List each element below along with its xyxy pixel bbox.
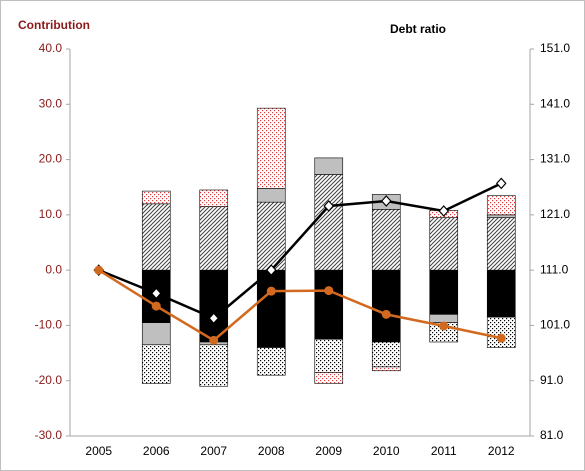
line-marker bbox=[209, 335, 219, 345]
line-marker bbox=[438, 205, 450, 217]
y-tick-label: -10.0 bbox=[35, 318, 63, 332]
line-marker bbox=[496, 333, 506, 343]
bar-segment bbox=[429, 217, 459, 271]
bar-segment bbox=[314, 269, 344, 340]
line bbox=[98, 269, 502, 342]
y2-tick-label: 91.0 bbox=[540, 373, 564, 387]
bar-segment bbox=[429, 314, 459, 323]
bar-segment bbox=[141, 322, 171, 346]
y-tick-label: 30.0 bbox=[39, 96, 63, 110]
line bbox=[98, 182, 502, 320]
line-marker bbox=[495, 177, 507, 190]
line-marker bbox=[381, 309, 391, 319]
bar-segment bbox=[256, 107, 286, 189]
x-tick-label: 2006 bbox=[143, 444, 170, 458]
bar-segment bbox=[141, 203, 171, 271]
bar-segment bbox=[486, 316, 516, 348]
x-tick-label: 2012 bbox=[488, 444, 515, 458]
bar-segment bbox=[199, 344, 229, 387]
x-tick-label: 2011 bbox=[431, 444, 457, 458]
line-marker bbox=[266, 286, 276, 296]
y-tick-label: 10.0 bbox=[39, 207, 63, 221]
bar-segment bbox=[199, 189, 229, 207]
x-tick-label: 2005 bbox=[85, 444, 112, 458]
bar-segment bbox=[199, 206, 229, 271]
y-axis-title: Contribution bbox=[18, 18, 90, 32]
bar-segment bbox=[314, 338, 344, 373]
line-marker bbox=[208, 312, 220, 325]
bar-segment bbox=[371, 269, 401, 343]
y-tick-label: -30.0 bbox=[35, 428, 63, 442]
line-marker bbox=[94, 265, 104, 275]
bar-segment bbox=[371, 366, 401, 372]
bar-segment bbox=[314, 174, 344, 271]
bar-segment bbox=[371, 209, 401, 271]
line-marker bbox=[380, 195, 392, 207]
line-marker bbox=[150, 287, 162, 300]
bar-segment bbox=[486, 214, 516, 218]
bar-segment bbox=[486, 195, 516, 216]
bar-segment bbox=[256, 188, 286, 203]
y2-tick-label: 131.0 bbox=[540, 152, 570, 166]
y2-tick-label: 111.0 bbox=[540, 262, 569, 276]
bar-segment bbox=[256, 347, 286, 376]
x-tick-label: 2010 bbox=[373, 444, 400, 458]
bar-segment bbox=[314, 157, 344, 175]
bar-segment bbox=[314, 372, 344, 384]
bar-segment bbox=[429, 269, 459, 315]
y2-tick-label: 101.0 bbox=[540, 318, 570, 332]
bar-segment bbox=[486, 269, 516, 318]
line-marker bbox=[265, 264, 277, 277]
line-marker bbox=[324, 286, 334, 296]
y-tick-label: 40.0 bbox=[39, 41, 63, 55]
bar-segment bbox=[141, 344, 171, 384]
line-marker bbox=[323, 200, 335, 212]
line-marker bbox=[439, 321, 449, 331]
y2-tick-label: 151.0 bbox=[540, 41, 570, 55]
y2-tick-label: 81.0 bbox=[540, 428, 564, 442]
bar-segment bbox=[199, 269, 229, 343]
y2-tick-label: 121.0 bbox=[540, 207, 570, 221]
y2-tick-label: 141.0 bbox=[540, 96, 570, 110]
y-tick-label: 20.0 bbox=[39, 152, 63, 166]
y-tick-label: 0.0 bbox=[45, 262, 62, 276]
y2-axis-title: Debt ratio bbox=[390, 22, 446, 36]
bar-segment bbox=[256, 269, 286, 348]
bar-segment bbox=[141, 190, 171, 205]
y-tick-label: -20.0 bbox=[35, 373, 63, 387]
x-tick-label: 2008 bbox=[258, 444, 285, 458]
x-tick-label: 2007 bbox=[200, 444, 227, 458]
bar-segment bbox=[486, 217, 516, 271]
x-tick-label: 2009 bbox=[315, 444, 342, 458]
bar-segment bbox=[371, 341, 401, 368]
line-marker bbox=[151, 301, 161, 311]
